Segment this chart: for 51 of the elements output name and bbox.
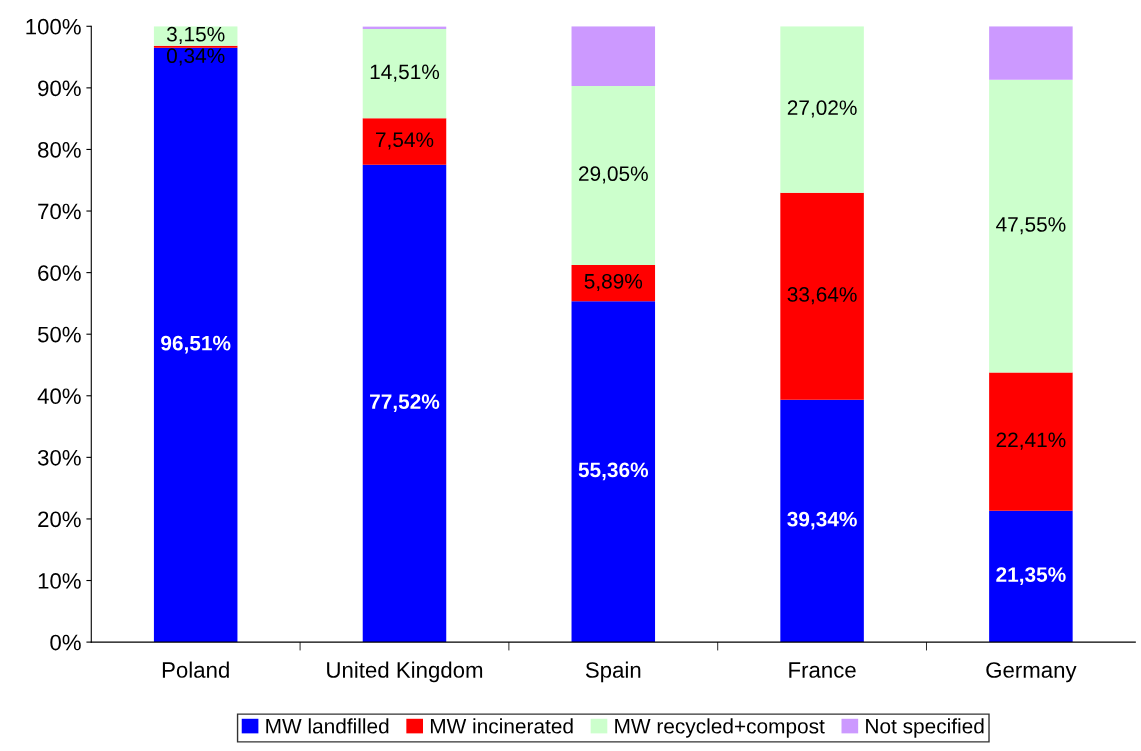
data-label: 14,51% (370, 64, 440, 82)
bar (571, 86, 656, 265)
legend-label: MW recycled+compost (615, 718, 825, 738)
legend-label: MW incinerated (430, 718, 573, 734)
y-tick-label: 50% (37, 326, 81, 343)
x-tick-label: Germany (986, 662, 1077, 683)
x-tick-label: France (789, 662, 856, 678)
bar (989, 372, 1073, 511)
bar (780, 26, 864, 193)
bar (989, 510, 1073, 643)
data-label: 7,54% (376, 132, 434, 150)
y-tick-label: 90% (38, 80, 81, 97)
legend-label: Not specified (866, 718, 984, 738)
data-label: 5,89% (584, 273, 643, 292)
bar (153, 47, 238, 643)
data-label: 3,15% (166, 26, 225, 45)
data-label: 39,34% (787, 511, 857, 530)
x-tick-label: Poland (162, 661, 229, 678)
bar (571, 26, 656, 87)
y-tick-label: 40% (37, 388, 81, 405)
data-label: 0,34% (166, 48, 225, 66)
y-tick-label: 60% (38, 265, 81, 281)
bar (780, 399, 864, 643)
bar (362, 118, 447, 165)
x-tick-label: United Kingdom (327, 661, 483, 683)
bar (362, 28, 447, 119)
y-tick-label: 80% (38, 141, 81, 158)
data-label: 27,02% (787, 100, 857, 118)
data-label: 22,41% (996, 432, 1066, 450)
y-tick-label: 70% (38, 203, 81, 220)
y-tick-label: 0% (50, 634, 81, 651)
bar (989, 26, 1073, 80)
bar (362, 164, 447, 643)
bar (989, 79, 1073, 373)
data-label: 96,51% (161, 335, 231, 354)
y-tick-label: 20% (38, 511, 81, 528)
bar (780, 192, 864, 400)
bar (571, 264, 656, 302)
data-label: 29,05% (579, 166, 648, 184)
bar (571, 301, 656, 643)
data-label: 55,36% (578, 462, 649, 481)
bar (153, 45, 238, 48)
data-label: 33,64% (787, 287, 857, 305)
x-tick-label: Spain (585, 661, 641, 683)
y-tick-label: 100% (26, 18, 81, 35)
data-label: 77,52% (370, 394, 440, 413)
data-label: 47,55% (996, 217, 1066, 235)
y-tick-label: 10% (38, 573, 81, 589)
legend-label: MW landfilled (266, 718, 389, 734)
y-tick-label: 30% (37, 449, 81, 466)
data-label: 21,35% (996, 567, 1066, 585)
